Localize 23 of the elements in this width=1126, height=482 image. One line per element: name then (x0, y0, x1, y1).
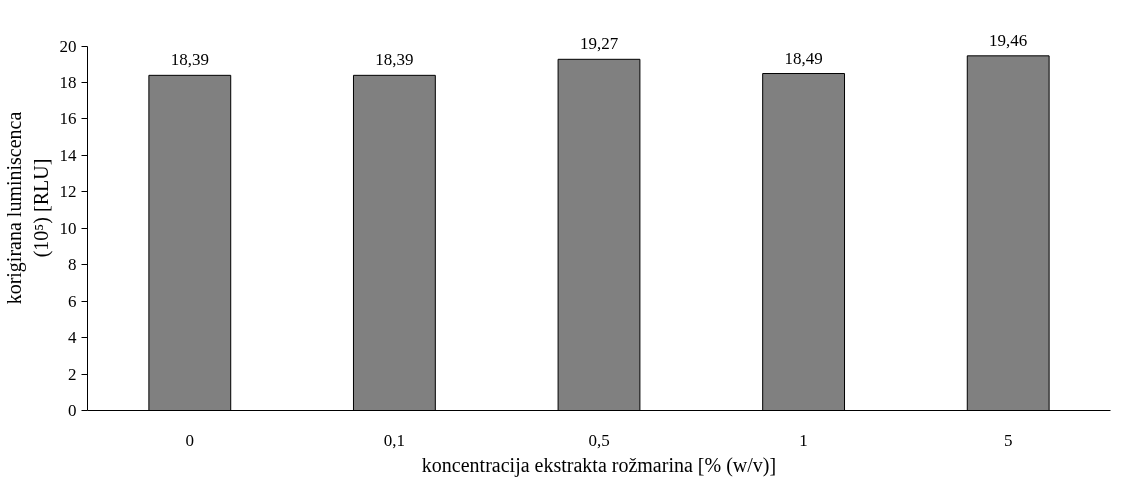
data-label: 18,49 (784, 48, 823, 68)
y-tick-label: 0 (68, 401, 77, 420)
x-axis-title: koncentracija ekstrakta rožmarina [% (w/v)] (421, 453, 777, 477)
x-tick-label: 0,1 (383, 430, 406, 450)
y-tick-label: 2 (68, 364, 77, 384)
data-label: 18,39 (170, 50, 209, 70)
y-tick-label: 20 (59, 36, 77, 56)
y-tick-label: 16 (59, 109, 77, 129)
y-tick-label: 12 (59, 182, 77, 202)
y-axis-title: korigirana luminiscenca (10⁵) [RLU] (3, 111, 53, 305)
y-tick-label: 14 (59, 145, 77, 165)
data-label: 19,27 (579, 34, 619, 54)
data-label: 19,46 (989, 30, 1028, 50)
data-label: 18,39 (375, 50, 414, 70)
y-tick-label: 10 (59, 218, 77, 238)
x-tick-label: 1 (799, 430, 808, 450)
y-tick-label: 18 (59, 72, 77, 92)
x-tick-label: 0,5 (588, 430, 610, 450)
y-tick-label: 4 (68, 328, 77, 348)
x-tick-label: 5 (1003, 430, 1013, 450)
y-tick-label: 6 (68, 291, 77, 311)
x-tick-label: 0 (185, 430, 195, 450)
y-tick-label: 8 (68, 255, 77, 275)
